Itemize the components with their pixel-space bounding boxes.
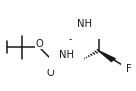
Text: NH: NH: [77, 19, 92, 29]
Text: F: F: [126, 64, 132, 74]
Text: NH: NH: [59, 50, 74, 60]
Text: O: O: [47, 68, 55, 78]
Polygon shape: [99, 51, 115, 61]
Text: O: O: [35, 39, 43, 49]
Polygon shape: [69, 57, 84, 61]
